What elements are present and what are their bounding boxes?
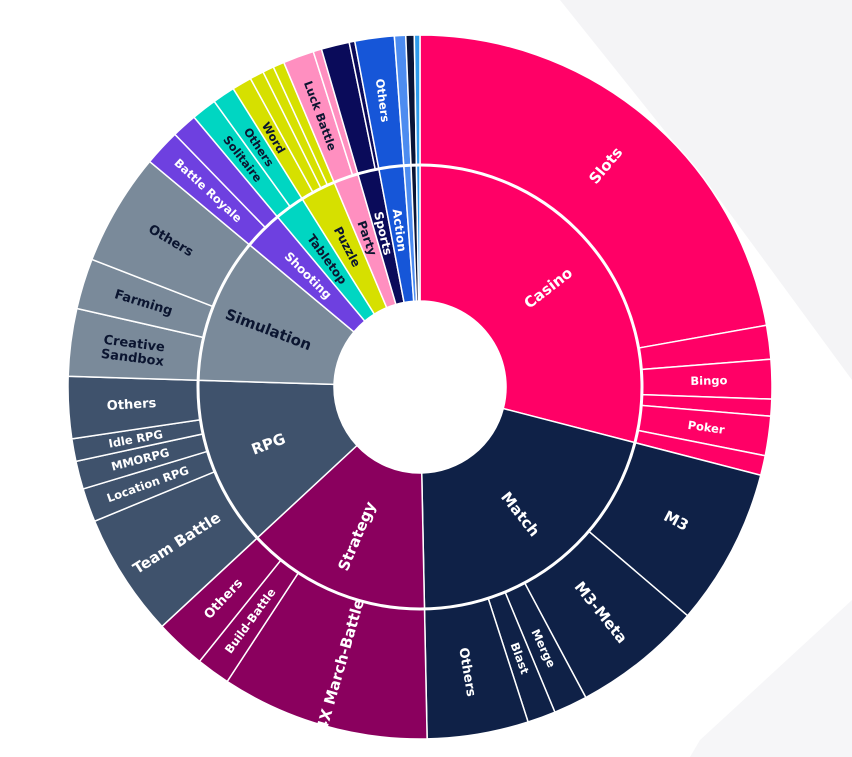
- outer-label-poker: Poker: [687, 418, 726, 437]
- center-hole: [335, 302, 505, 472]
- ring-separator: [196, 163, 644, 611]
- outer-label-others: Others: [373, 78, 393, 123]
- outer-label-bingo: Bingo: [690, 373, 727, 388]
- background-decoration: [560, 0, 852, 757]
- inner-label-action: Action: [390, 208, 409, 252]
- outer-label-others: Others: [106, 396, 157, 414]
